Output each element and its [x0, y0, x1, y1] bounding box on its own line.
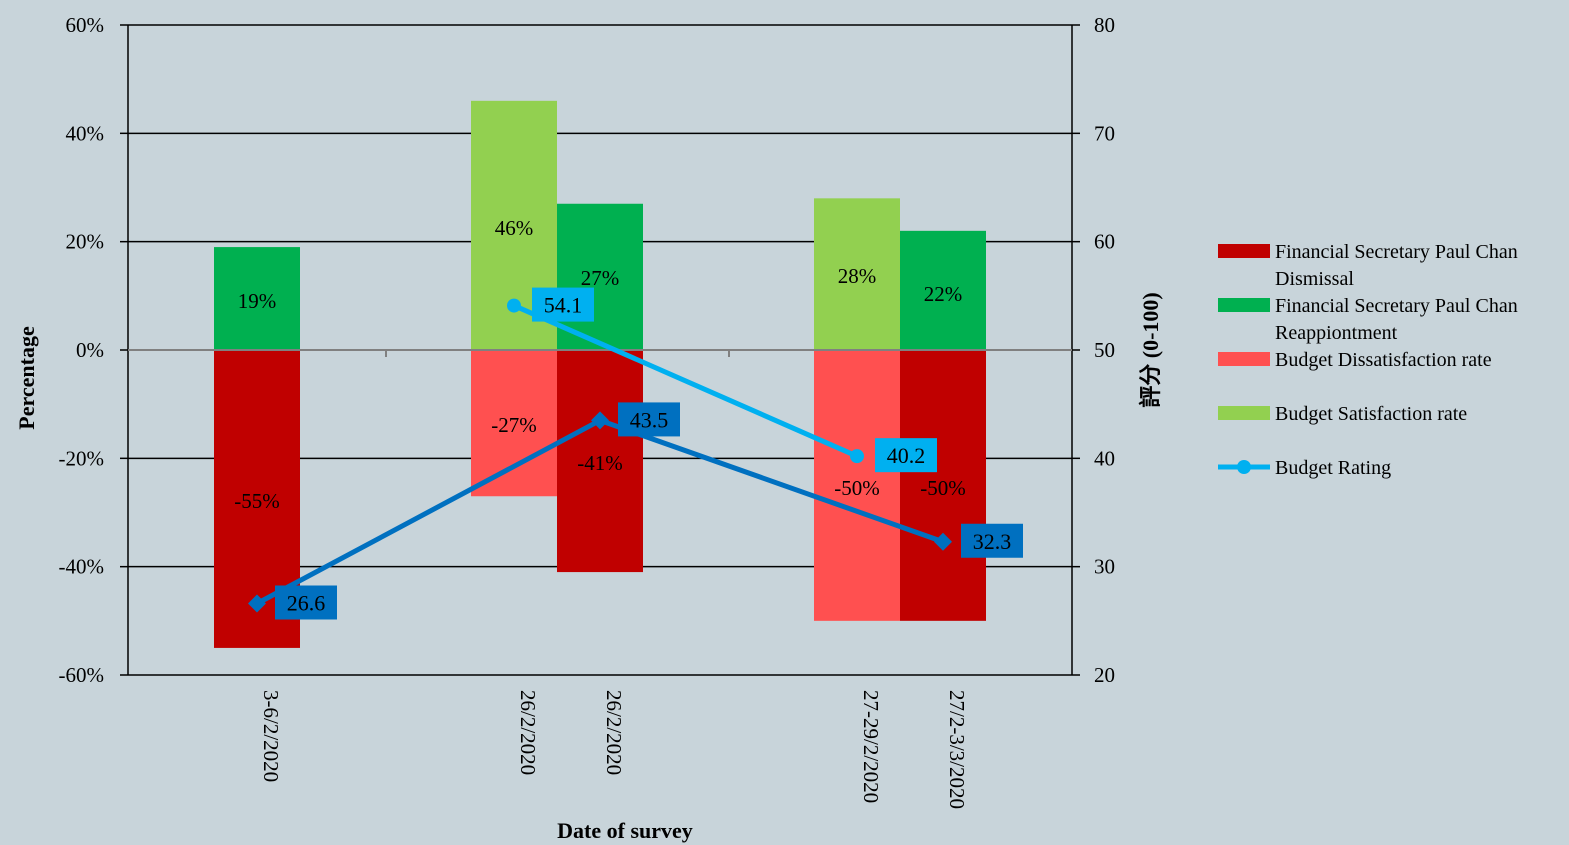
legend-swatch — [1218, 298, 1270, 312]
line-point-marker — [591, 411, 609, 430]
legend-label: Financial Secretary Paul Chan — [1275, 241, 1518, 263]
series-line — [512, 303, 859, 459]
line-data-label-box — [961, 523, 1023, 558]
y2-tick-label: 70 — [1094, 121, 1115, 145]
x-tick-label: 27/2-3/3/2020 — [945, 690, 969, 809]
bar-data-label: 22% — [924, 282, 963, 306]
line-data-label: 26.6 — [287, 591, 326, 616]
y2-tick-label: 20 — [1094, 663, 1115, 687]
line-data-label-box — [532, 287, 594, 322]
bar — [900, 350, 986, 621]
y2-tick-label: 50 — [1094, 338, 1115, 362]
x-tick-label: 3-6/2/2020 — [259, 690, 283, 782]
y-tick-label: 40% — [66, 121, 105, 145]
x-tick-label: 26/2/2020 — [602, 690, 626, 775]
y-tick-label: -40% — [59, 555, 105, 579]
y2-tick-label: 80 — [1094, 13, 1115, 37]
y2-axis-title: 評分 (0-100) — [1138, 292, 1163, 407]
bar-data-label: 19% — [238, 289, 277, 313]
y-tick-label: 60% — [66, 13, 105, 37]
line-point-marker — [248, 594, 266, 613]
line-point-marker — [850, 449, 864, 464]
bar-data-label: -50% — [920, 476, 966, 500]
x-tick-label: 26/2/2020 — [516, 690, 540, 775]
bar-data-label: 46% — [495, 216, 534, 240]
line-point-marker — [934, 532, 952, 551]
bar-data-label: -55% — [234, 489, 280, 513]
y-axis-title: Percentage — [14, 326, 39, 430]
line-point-marker — [507, 298, 521, 313]
legend-label: Financial Secretary Paul Chan — [1275, 295, 1518, 317]
bar-data-label: 27% — [581, 266, 620, 290]
x-tick-label: 27-29/2/2020 — [859, 690, 883, 803]
legend-swatch — [1218, 352, 1270, 366]
legend-swatch — [1218, 244, 1270, 258]
bar — [214, 247, 300, 350]
bar — [557, 350, 643, 573]
bar — [557, 203, 643, 350]
legend-label: Budget Rating — [1275, 457, 1391, 479]
bar-data-label: -41% — [577, 451, 623, 475]
line-data-label: 54.1 — [544, 293, 583, 318]
legend-label: Budget Dissatisfaction rate — [1275, 349, 1492, 371]
legend-label: Dismissal — [1275, 268, 1354, 290]
bar — [900, 230, 986, 350]
y-tick-label: 0% — [76, 338, 104, 362]
y2-tick-label: 30 — [1094, 555, 1115, 579]
bar — [814, 198, 900, 350]
line-data-label-box — [875, 438, 937, 473]
bar-data-label: -27% — [491, 413, 537, 437]
line-data-label: 32.3 — [973, 529, 1012, 554]
bar — [471, 350, 557, 497]
y2-tick-label: 60 — [1094, 230, 1115, 254]
legend-marker — [1237, 460, 1251, 474]
x-axis-title: Date of survey — [557, 818, 693, 843]
y-tick-label: -20% — [59, 446, 105, 470]
y-tick-label: -60% — [59, 663, 105, 687]
bar-data-label: 28% — [838, 264, 877, 288]
y-tick-label: 20% — [66, 230, 105, 254]
bar-data-label: -50% — [834, 476, 880, 500]
line-data-label-box — [275, 585, 337, 620]
y2-tick-label: 40 — [1094, 446, 1115, 470]
legend-label: Budget Satisfaction rate — [1275, 403, 1467, 425]
line-data-label: 40.2 — [887, 443, 926, 468]
line-data-label: 43.5 — [630, 407, 669, 432]
legend-swatch — [1218, 406, 1270, 420]
legend-label: Reappiontment — [1275, 322, 1398, 344]
line-data-label-box — [618, 402, 680, 437]
bar — [814, 350, 900, 621]
